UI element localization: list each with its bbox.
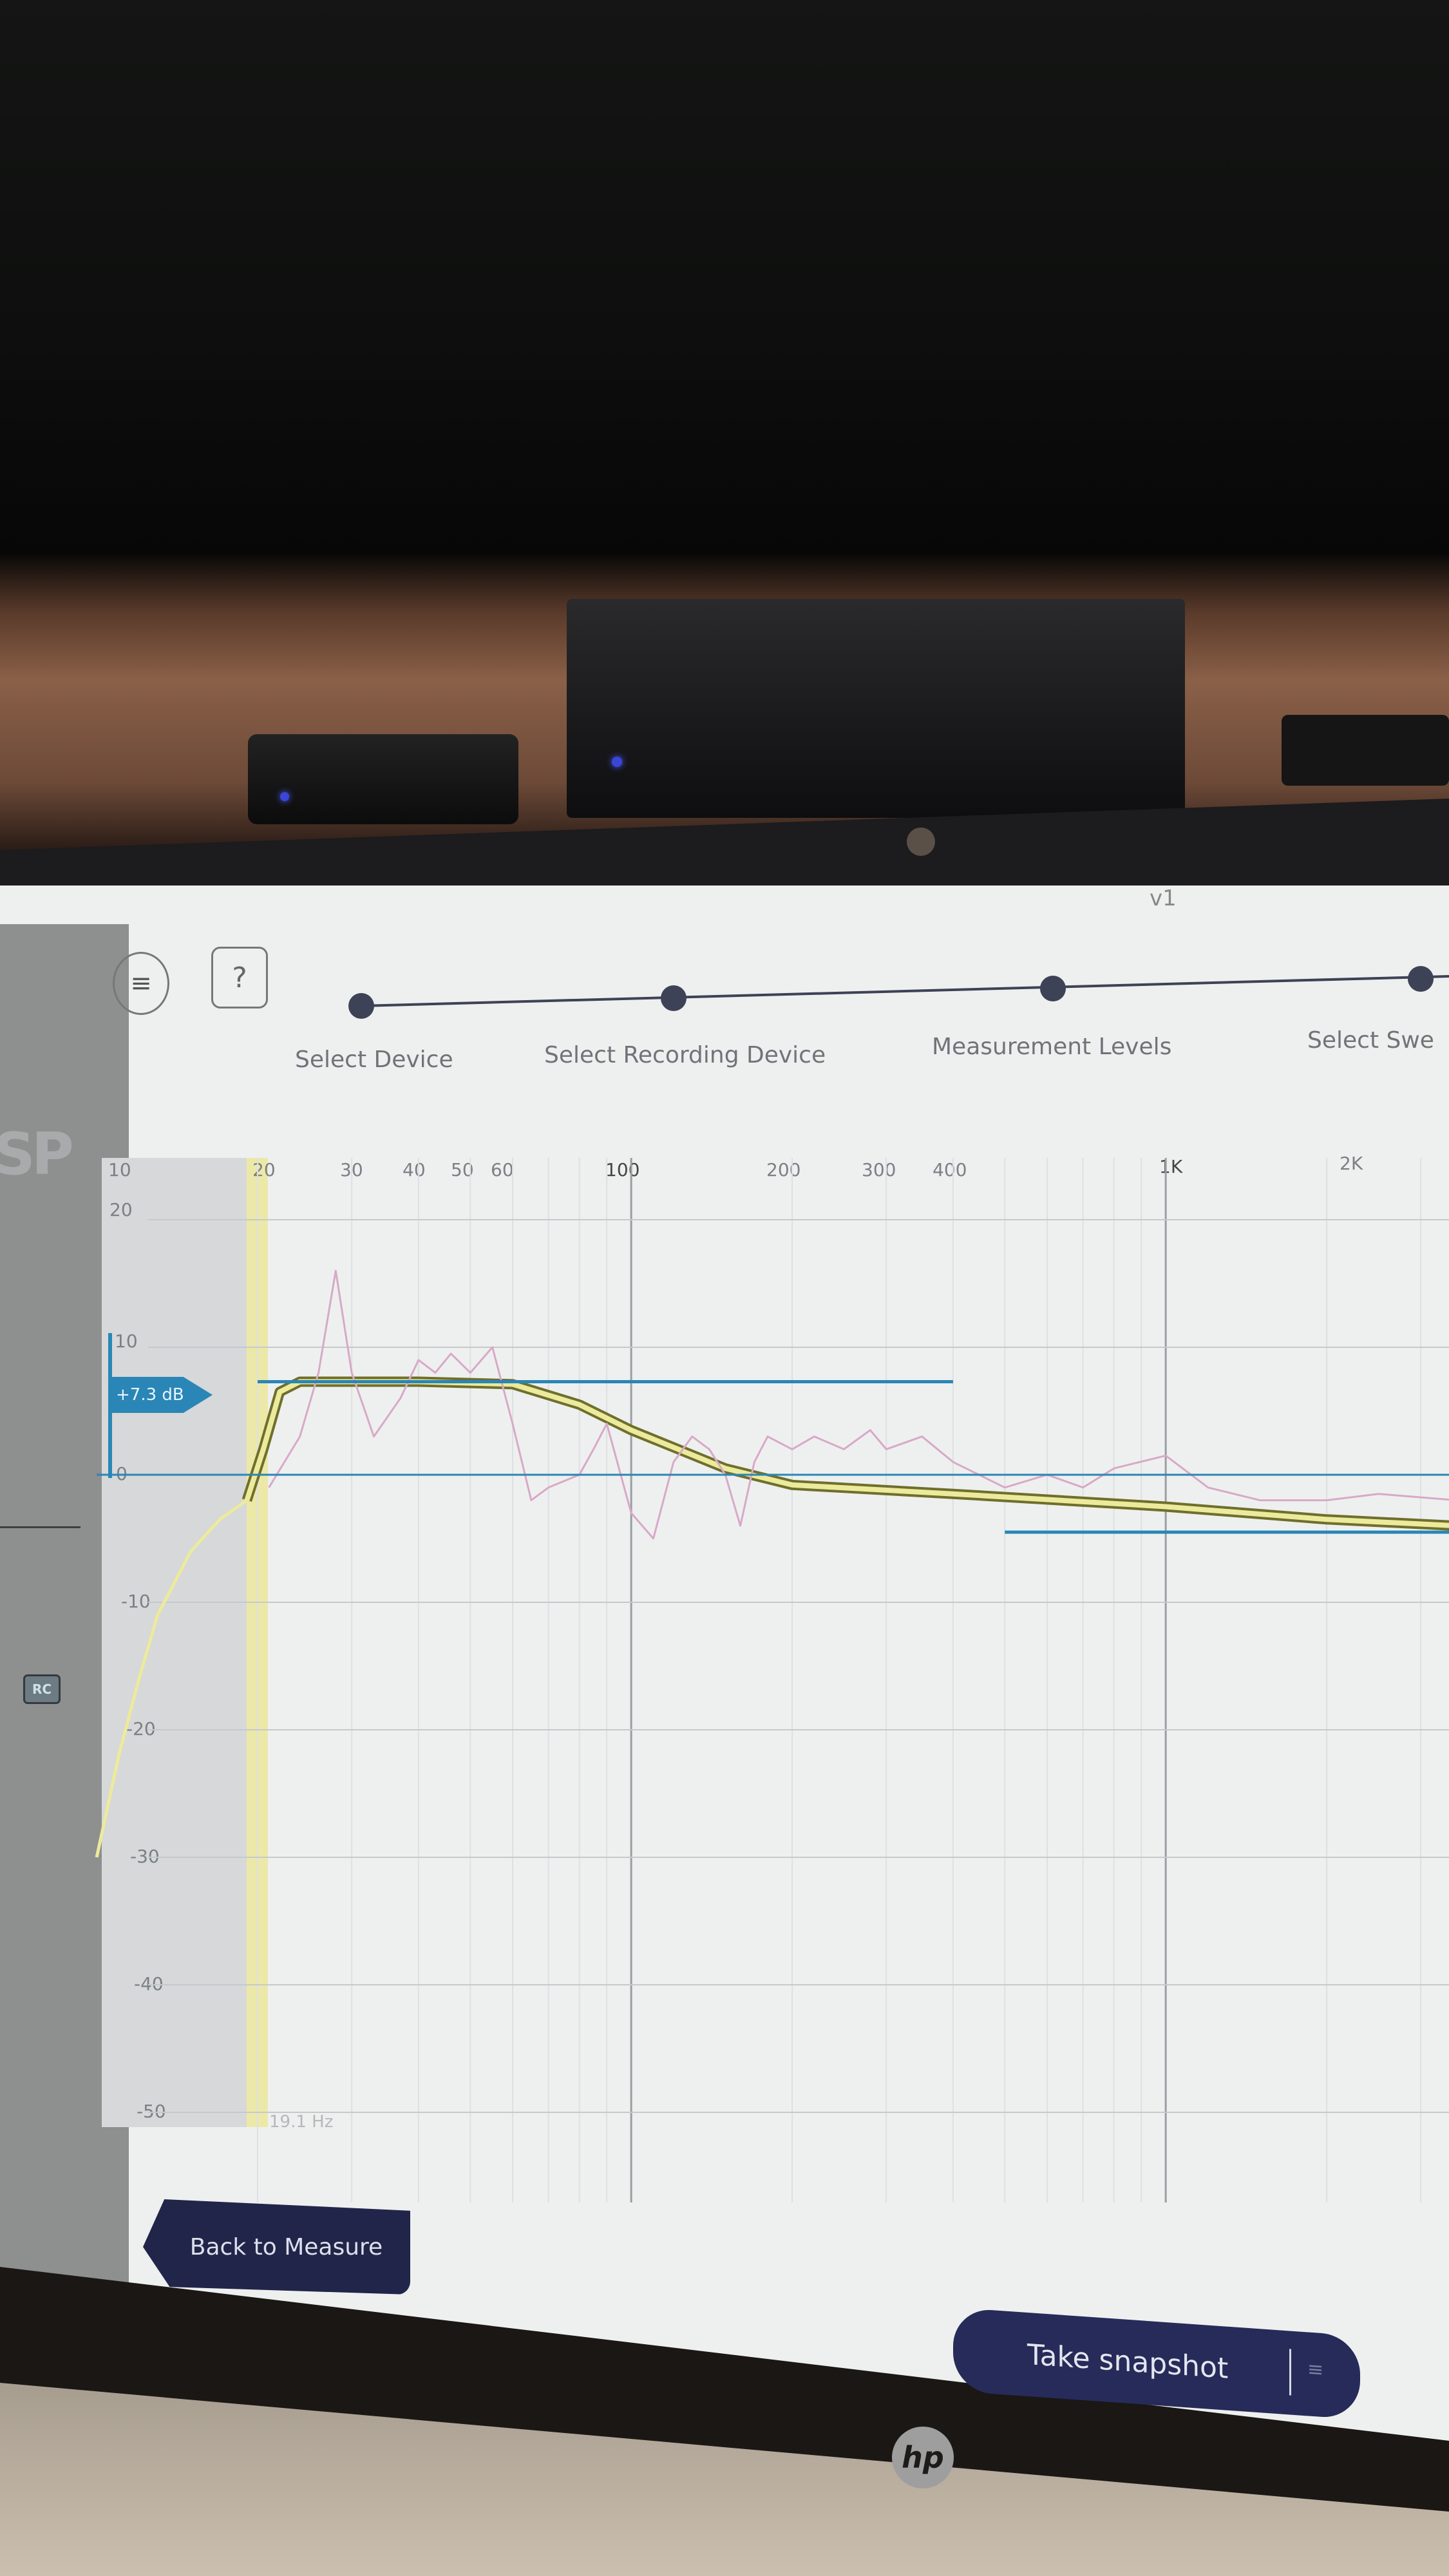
step-select-sweep[interactable]: Select Swe bbox=[1307, 1027, 1434, 1054]
target-curve bbox=[244, 1379, 1449, 1528]
led-icon bbox=[612, 757, 622, 767]
stepper-dot[interactable] bbox=[661, 985, 687, 1011]
measurement-curve bbox=[268, 1269, 1449, 1540]
app-logo: SP bbox=[0, 1121, 74, 1188]
y-tick-label: -30 bbox=[130, 1846, 160, 1867]
x-tick-label: 20 bbox=[252, 1159, 276, 1180]
target-curve-outline bbox=[242, 1376, 1449, 1531]
x-tick-label: 2K bbox=[1340, 1153, 1363, 1174]
stepper-dot[interactable] bbox=[348, 993, 374, 1019]
y-tick-label: -10 bbox=[121, 1591, 151, 1612]
webcam bbox=[907, 828, 935, 856]
y-tick-label: 10 bbox=[115, 1331, 138, 1352]
x-tick-label: 1K bbox=[1159, 1156, 1183, 1177]
y-tick-label: -50 bbox=[137, 2101, 166, 2122]
stepper-track bbox=[361, 975, 1449, 1007]
x-tick-label: 10 bbox=[108, 1159, 131, 1180]
hamburger-icon: ≡ bbox=[130, 969, 152, 998]
back-to-measure-button[interactable]: Back to Measure bbox=[143, 2199, 410, 2295]
x-tick-label: 200 bbox=[766, 1159, 801, 1180]
step-select-recording-device[interactable]: Select Recording Device bbox=[544, 1042, 826, 1068]
help-button[interactable]: ? bbox=[211, 947, 268, 1009]
streaming-box bbox=[248, 734, 518, 824]
rolloff-curve bbox=[95, 1499, 248, 1858]
take-snapshot-label: Take snapshot bbox=[1027, 2338, 1229, 2385]
x-tick-label: 60 bbox=[491, 1159, 514, 1180]
device bbox=[1282, 715, 1449, 786]
y-tick-label: 20 bbox=[109, 1199, 133, 1220]
stepper-dot[interactable] bbox=[1408, 966, 1434, 992]
x-tick-label: 40 bbox=[402, 1159, 426, 1180]
x-tick-label: 300 bbox=[862, 1159, 896, 1180]
button-separator bbox=[1289, 2349, 1291, 2396]
step-measurement-levels[interactable]: Measurement Levels bbox=[932, 1034, 1172, 1060]
stepper-dot[interactable] bbox=[1040, 976, 1066, 1001]
x-tick-label: 100 bbox=[605, 1159, 640, 1180]
led-icon bbox=[280, 792, 289, 801]
cutoff-frequency-label: 19.1 Hz bbox=[269, 2112, 334, 2132]
step-select-device[interactable]: Select Device bbox=[295, 1046, 453, 1073]
x-tick-label: 400 bbox=[933, 1159, 967, 1180]
y-axis-panel bbox=[102, 1158, 247, 2127]
hp-logo: hp bbox=[892, 2427, 954, 2488]
rc-badge[interactable]: RC bbox=[23, 1674, 61, 1704]
av-receiver bbox=[567, 599, 1185, 818]
version-label: v1 bbox=[1150, 886, 1177, 911]
menu-button[interactable]: ≡ bbox=[113, 952, 169, 1015]
y-tick-label: -20 bbox=[126, 1718, 156, 1739]
list-icon[interactable]: ≡ bbox=[1307, 2358, 1324, 2382]
sidebar-divider bbox=[0, 1526, 80, 1528]
y-tick-label: -40 bbox=[134, 1973, 164, 1994]
